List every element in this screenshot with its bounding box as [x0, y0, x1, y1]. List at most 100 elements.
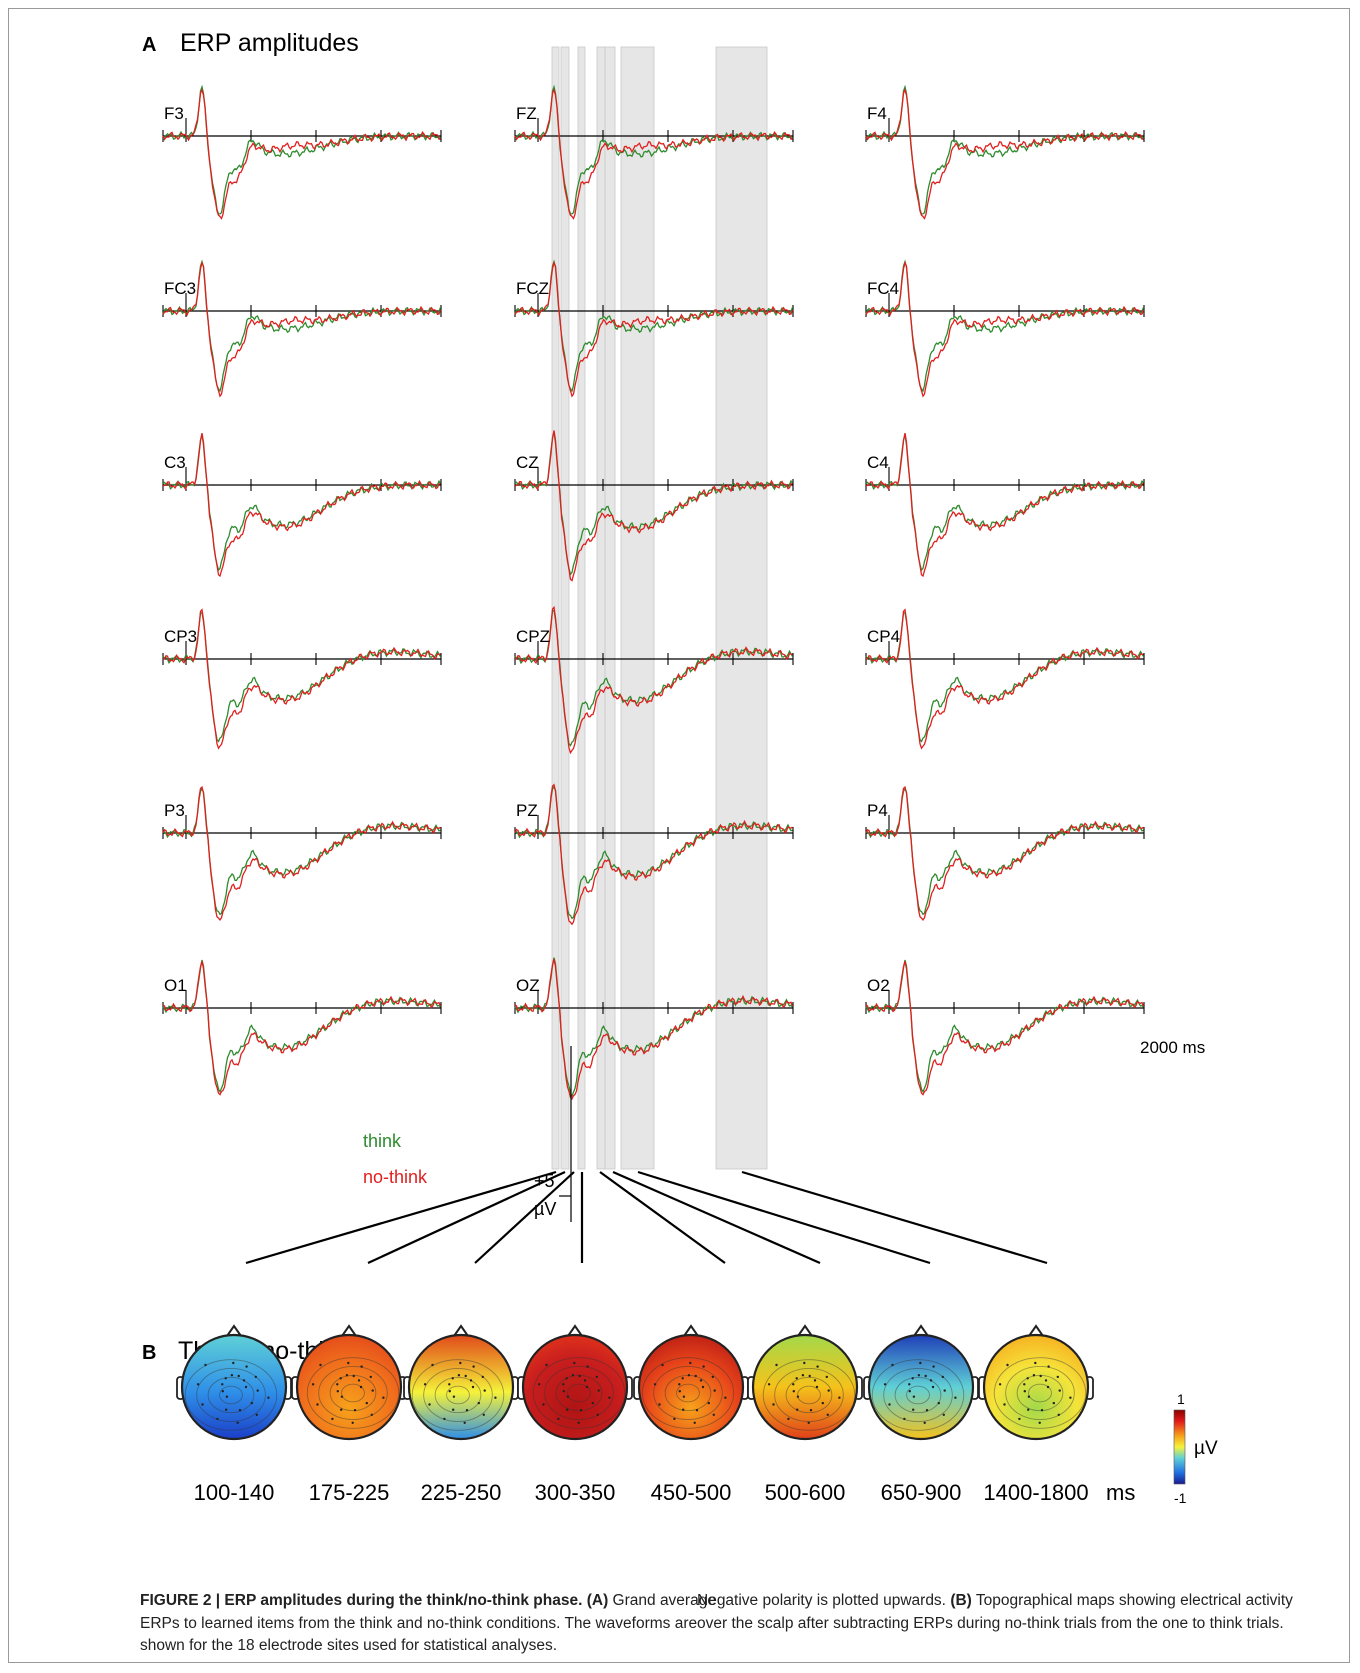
electrode-dot	[452, 1408, 455, 1411]
electrode-dot	[250, 1401, 253, 1405]
contour-line	[446, 1385, 470, 1405]
electrode-dot	[340, 1395, 344, 1398]
electrode-dot	[221, 1390, 224, 1393]
electrode-dot	[929, 1379, 933, 1382]
window-label-3: 300-350	[535, 1480, 616, 1505]
contour-line	[318, 1366, 388, 1420]
electrode-dot	[351, 1421, 354, 1425]
electrode-dot	[954, 1396, 957, 1399]
electrode-dot	[352, 1374, 355, 1378]
electrode-dot	[678, 1383, 681, 1386]
topo-map-2	[403, 1324, 519, 1441]
contour-line	[785, 1376, 833, 1414]
electrode-dot	[796, 1408, 799, 1411]
electrode-dot	[943, 1389, 946, 1392]
scalp-map	[521, 1333, 629, 1441]
electrode-dot	[347, 1361, 350, 1365]
electrode-dot	[809, 1409, 813, 1412]
electrode-dot	[1027, 1408, 1030, 1411]
window-label-6: 650-900	[881, 1480, 962, 1505]
electrode-dot	[230, 1374, 234, 1377]
electrode-dot	[931, 1385, 935, 1389]
highlight-window-6	[715, 46, 768, 1170]
topography-maps	[176, 1324, 1094, 1441]
electrode-dot	[1047, 1365, 1050, 1368]
electrode-dot	[267, 1396, 270, 1399]
nose-marker	[913, 1324, 929, 1337]
contour-line	[641, 1357, 735, 1429]
electrode-dot	[807, 1421, 810, 1425]
contour-line	[1028, 1383, 1052, 1403]
electrode-dot	[1040, 1409, 1044, 1412]
erp-waveform-grid: F3 FZ F4 FC3 FCZ FC4 C3 CZ C4 CP3 CPZ CP4 P3 PZ P4 O1 OZ…	[162, 84, 1145, 1101]
electrode-dot	[542, 1403, 545, 1406]
electrode-dot	[579, 1409, 583, 1412]
caption-b-text: Topographical maps showing electrical ac…	[697, 1592, 1293, 1632]
electrode-dot	[712, 1413, 715, 1417]
electrode-label: O2	[867, 976, 890, 995]
erp-plot-o1: O1	[162, 959, 442, 1096]
no-think-waveform	[162, 432, 441, 578]
electrode-dot	[1056, 1375, 1060, 1379]
electrode-dot	[565, 1377, 568, 1380]
electrode-dot	[693, 1421, 696, 1425]
no-think-waveform	[866, 608, 1144, 750]
topo-map-3	[517, 1324, 633, 1441]
electrode-dot	[1052, 1401, 1056, 1405]
electrode-dot	[242, 1379, 246, 1382]
highlight-window-2	[577, 46, 586, 1170]
electrode-dot	[1046, 1385, 1050, 1389]
electrode-dot	[353, 1409, 357, 1412]
electrode-dot	[494, 1396, 497, 1399]
highlight-window-1	[560, 46, 570, 1170]
contour-line	[774, 1368, 844, 1422]
electrode-dot	[694, 1374, 697, 1378]
no-think-waveform	[514, 88, 793, 220]
electrode-dot	[423, 1383, 427, 1386]
connector-line-4	[599, 1171, 726, 1264]
erp-plot-c4: C4	[865, 432, 1145, 578]
window-label-5: 500-600	[765, 1480, 846, 1505]
nose-marker	[567, 1324, 583, 1337]
caption-a-label: (A)	[586, 1592, 609, 1609]
electrode-dot	[919, 1361, 922, 1365]
electrode-dot	[578, 1374, 581, 1378]
colorbar-unit: µV	[1194, 1438, 1218, 1459]
electrode-dot	[923, 1421, 926, 1425]
electrode-dot	[1044, 1379, 1048, 1382]
window-label-4: 450-500	[651, 1480, 732, 1505]
electrode-dot	[370, 1413, 373, 1417]
electrode-dot	[673, 1417, 676, 1421]
electrode-label: F4	[867, 104, 887, 123]
colorbar-max: 1	[1177, 1391, 1185, 1407]
topo-map-5	[747, 1324, 863, 1441]
electrode-dot	[254, 1375, 257, 1379]
scalp-map	[295, 1333, 403, 1441]
electrode-dot	[932, 1365, 935, 1368]
electrode-dot	[792, 1390, 795, 1393]
window-unit: ms	[1106, 1480, 1135, 1505]
electrode-dot	[201, 1403, 204, 1406]
electrode-dot	[428, 1403, 431, 1406]
electrode-dot	[597, 1389, 600, 1392]
electrode-dot	[816, 1365, 819, 1368]
electrode-dot	[699, 1379, 703, 1382]
legend-think: think	[363, 1131, 402, 1151]
electrode-dot	[826, 1413, 829, 1417]
electrode-dot	[483, 1389, 486, 1392]
no-think-waveform	[162, 961, 442, 1096]
scalp-map	[982, 1333, 1090, 1441]
electrode-dot	[1038, 1421, 1041, 1425]
electrode-label: P3	[164, 801, 185, 820]
electrode-dot	[937, 1401, 940, 1405]
electrode-dot	[371, 1389, 374, 1392]
connector-line-7	[741, 1170, 1048, 1265]
scalp-map	[867, 1333, 975, 1441]
electrode-dot	[365, 1401, 368, 1405]
electrode-dot	[256, 1389, 259, 1392]
electrode-dot	[448, 1390, 451, 1393]
contour-line	[207, 1376, 255, 1414]
electrode-dot	[941, 1375, 944, 1379]
electrode-dot	[796, 1395, 800, 1398]
electrode-dot	[795, 1377, 798, 1380]
